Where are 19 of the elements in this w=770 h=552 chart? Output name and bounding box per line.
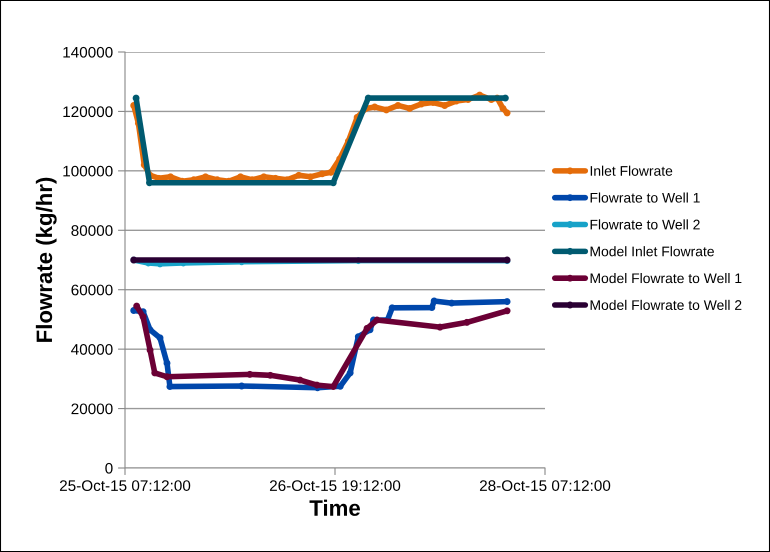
y-axis-title: Flowrate (kg/hr) <box>36 178 57 342</box>
legend-label: Model Inlet Flowrate <box>590 246 714 256</box>
y-tick-label: 140000 <box>63 46 113 58</box>
y-tick-label: 40000 <box>71 344 113 355</box>
legend-label: Model Flowrate to Well 1 <box>590 272 742 284</box>
y-tick-label: 0 <box>105 462 113 474</box>
x-axis-title: Time <box>310 500 360 516</box>
y-tick-label: 60000 <box>71 284 113 296</box>
x-tick-label: 25-Oct-15 07:12:00 <box>60 480 190 492</box>
y-tick-label: 20000 <box>71 403 113 414</box>
legend-label: Inlet Flowrate <box>590 166 672 176</box>
legend-label: Flowrate to Well 1 <box>590 192 700 203</box>
y-tick-label: 80000 <box>71 225 113 236</box>
y-tick-label: 120000 <box>63 106 113 118</box>
legend-label: Model Flowrate to Well 2 <box>590 300 742 310</box>
y-tick-label: 100000 <box>63 166 113 177</box>
x-tick-label: 26-Oct-15 19:12:00 <box>270 480 400 492</box>
x-tick-label: 28-Oct-15 07:12:00 <box>480 480 610 492</box>
legend-label: Flowrate to Well 2 <box>590 219 700 230</box>
